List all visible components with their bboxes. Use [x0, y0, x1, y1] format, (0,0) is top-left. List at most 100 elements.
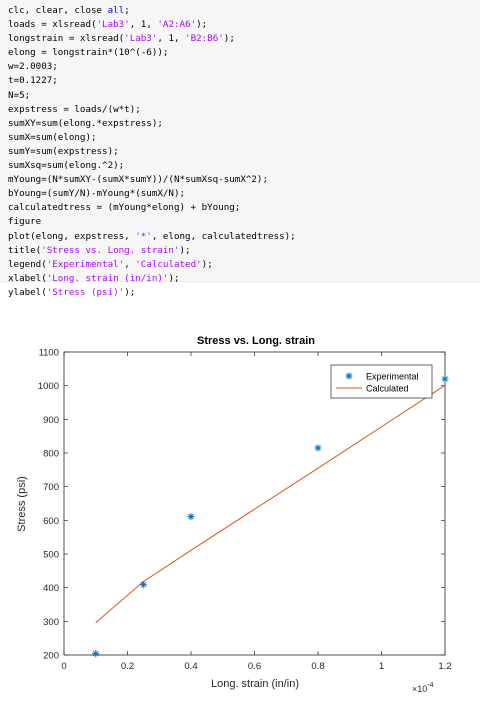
calculated-series-line	[95, 384, 446, 624]
code-line: legend('Experimental', 'Calculated');	[8, 258, 480, 272]
data-layer	[92, 375, 449, 658]
x-tick-label: 1	[379, 661, 384, 672]
legend-label: Experimental	[366, 372, 419, 382]
code-token: );	[201, 258, 213, 270]
x-tick-label: 1.2	[438, 661, 451, 672]
code-token: );	[196, 19, 208, 31]
x-tick-label: 0.4	[184, 661, 197, 672]
code-string: 'Lab3'	[96, 19, 130, 31]
code-token: , 1,	[157, 33, 186, 45]
code-line: ylabel('Stress (psi)');	[8, 286, 480, 300]
x-axis-label: Long. strain (in/in)	[211, 678, 299, 690]
code-string: 'Stress vs. Long. strain'	[41, 244, 180, 256]
x-tick-label: 0	[61, 661, 66, 672]
code-line: elong = longstrain*(10^(-6));	[8, 46, 480, 60]
code-line: t=0.1227;	[8, 74, 480, 88]
code-token: sumXsq=sum(elong.^2);	[8, 160, 125, 172]
code-keyword: all	[107, 5, 125, 16]
code-token: mYoung=(N*sumXY-(sumX*sumY))/(N*sumXsq-s…	[8, 174, 268, 186]
plot-area	[63, 351, 446, 656]
code-token: sumXY=sum(elong.*expstress);	[8, 117, 163, 129]
y-tick-label: 200	[43, 651, 59, 662]
y-tick-label: 600	[43, 516, 59, 527]
code-line: loads = xlsread('Lab3', 1, 'A2:A6');	[8, 18, 480, 32]
x-tick-label: 0.6	[248, 661, 261, 672]
code-token: elong = longstrain*(10^(-6));	[8, 47, 169, 59]
code-token: );	[168, 272, 180, 284]
chart: Stress vs. Long. strain 0 0.2 0.4 0.6 0.8 1 1.…	[16, 335, 452, 694]
code-string: 'A2:A6'	[157, 19, 197, 31]
code-token: title(	[8, 244, 42, 256]
code-string: 'Long. strain (in/in)'	[46, 272, 169, 284]
y-tick-label: 800	[43, 449, 59, 460]
code-string: '*'	[135, 230, 152, 242]
code-token: );	[223, 33, 235, 45]
code-line: title('Stress vs. Long. strain');	[8, 244, 480, 258]
y-tick-label: 1000	[38, 381, 59, 392]
code-line: sumXY=sum(elong.*expstress);	[8, 117, 480, 131]
code-token: plot(elong, expstress,	[8, 230, 136, 242]
code-line: N=5;	[8, 89, 480, 103]
code-line: w=2.0003;	[8, 60, 480, 74]
y-tick-label: 500	[43, 550, 59, 561]
code-token: w=2.0003;	[8, 61, 58, 73]
legend-marker-experimental	[345, 372, 353, 380]
code-line: calculatedtress = (mYoung*elong) + bYoun…	[8, 201, 480, 215]
code-line: xlabel('Long. strain (in/in)');	[8, 272, 480, 286]
experimental-data-point	[441, 375, 449, 383]
code-string: 'B2:B6'	[185, 33, 224, 45]
experimental-data-point	[139, 581, 147, 589]
code-token: legend(	[8, 258, 47, 270]
y-tick-label: 900	[43, 415, 59, 426]
legend-label: Calculated	[366, 384, 409, 394]
code-token: ,	[124, 258, 136, 270]
code-token: calculatedtress = (mYoung*elong) + bYoun…	[8, 202, 241, 214]
x-axis-exponent: ×10-4	[412, 682, 434, 694]
code-token: sumY=sum(expstress);	[8, 145, 119, 157]
code-token: expstress = loads/(w*t);	[8, 103, 141, 115]
experimental-data-point	[187, 513, 195, 521]
chart-title: Stress vs. Long. strain	[197, 335, 315, 347]
code-line: plot(elong, expstress, '*', elong, calcu…	[8, 230, 480, 244]
code-line: bYoung=(sumY/N)-mYoung*(sumX/N);	[8, 187, 480, 201]
code-token: ;	[124, 5, 130, 16]
code-string: 'Calculated'	[135, 258, 202, 270]
code-token: sumX=sum(elong);	[8, 131, 97, 143]
code-token: clc, clear, close	[8, 5, 108, 16]
code-token: t=0.1227;	[8, 75, 58, 87]
legend: Experimental Calculated	[330, 364, 433, 399]
code-line: clc, clear, close all;	[8, 4, 480, 18]
y-tick-label: 1100	[39, 348, 59, 359]
code-token: ylabel(	[8, 286, 47, 298]
code-panel: clc, clear, close all; loads = xlsread('L…	[0, 0, 480, 298]
figure: Stress vs. Long. strain 0 0.2 0.4 0.6 0.8 1 1.…	[0, 282, 480, 707]
code-string: 'Stress (psi)'	[46, 286, 125, 298]
x-tick-label: 0.8	[311, 661, 324, 672]
code-string: 'Experimental'	[46, 258, 125, 270]
y-tick-label: 300	[43, 617, 59, 628]
y-tick-label: 400	[43, 583, 59, 594]
legend-box	[330, 364, 433, 399]
code-token: );	[179, 244, 191, 256]
code-line: sumXsq=sum(elong.^2);	[8, 159, 480, 173]
code-token: , 1,	[129, 19, 158, 31]
code-token: longstrain = xlsread(	[8, 33, 125, 45]
y-axis-label: Stress (psi)	[16, 476, 28, 532]
code-token: loads = xlsread(	[8, 19, 97, 31]
axes: 0 0.2 0.4 0.6 0.8 1 1.2 200 300 400 500 600 700 800 90…	[38, 348, 452, 673]
code-token: , elong, calculatedtress);	[151, 230, 296, 242]
code-line: sumX=sum(elong);	[8, 131, 480, 145]
x-tick-label: 0.2	[121, 661, 134, 672]
experimental-data-point	[92, 650, 100, 658]
code-token: );	[124, 286, 136, 298]
experimental-data-point	[314, 444, 322, 452]
code-line: figure	[8, 215, 480, 229]
y-tick-label: 700	[43, 482, 59, 493]
code-token: figure	[8, 216, 42, 228]
code-line: expstress = loads/(w*t);	[8, 103, 480, 117]
code-token: xlabel(	[8, 272, 47, 284]
code-string: 'Lab3'	[124, 33, 158, 45]
code-token: N=5;	[8, 89, 31, 101]
code-token: bYoung=(sumY/N)-mYoung*(sumX/N);	[8, 188, 186, 200]
code-line: sumY=sum(expstress);	[8, 145, 480, 159]
